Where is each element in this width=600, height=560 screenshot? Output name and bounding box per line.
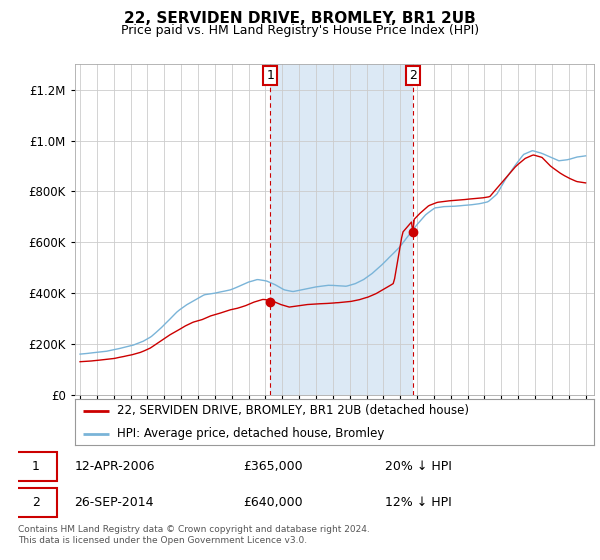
Text: 2: 2 (32, 496, 40, 509)
Text: 12% ↓ HPI: 12% ↓ HPI (385, 496, 451, 509)
FancyBboxPatch shape (15, 488, 58, 517)
Text: 1: 1 (32, 460, 40, 473)
Bar (270, 64, 413, 395)
FancyBboxPatch shape (15, 452, 58, 481)
Text: 1: 1 (266, 69, 274, 82)
Text: 22, SERVIDEN DRIVE, BROMLEY, BR1 2UB (detached house): 22, SERVIDEN DRIVE, BROMLEY, BR1 2UB (de… (116, 404, 469, 417)
Text: £365,000: £365,000 (244, 460, 303, 473)
Text: £640,000: £640,000 (244, 496, 303, 509)
Text: 26-SEP-2014: 26-SEP-2014 (74, 496, 154, 509)
Text: HPI: Average price, detached house, Bromley: HPI: Average price, detached house, Brom… (116, 427, 384, 440)
Text: 20% ↓ HPI: 20% ↓ HPI (385, 460, 451, 473)
Text: 22, SERVIDEN DRIVE, BROMLEY, BR1 2UB: 22, SERVIDEN DRIVE, BROMLEY, BR1 2UB (124, 11, 476, 26)
Text: 12-APR-2006: 12-APR-2006 (74, 460, 155, 473)
Text: Price paid vs. HM Land Registry's House Price Index (HPI): Price paid vs. HM Land Registry's House … (121, 24, 479, 36)
Text: Contains HM Land Registry data © Crown copyright and database right 2024.
This d: Contains HM Land Registry data © Crown c… (18, 525, 370, 545)
Text: 2: 2 (409, 69, 417, 82)
